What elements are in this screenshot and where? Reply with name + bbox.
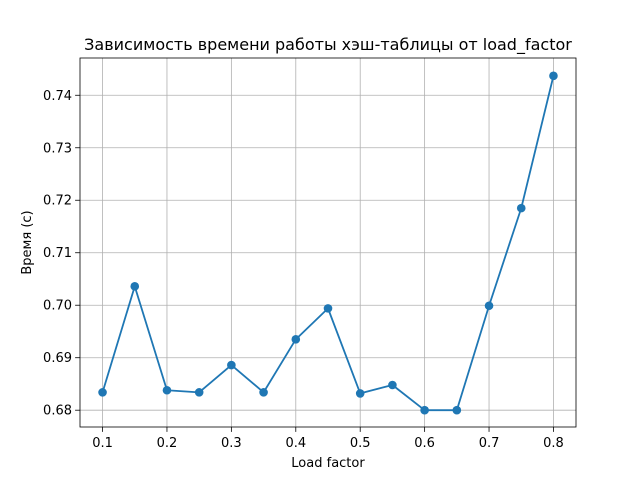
x-axis-label: Load factor (291, 456, 365, 471)
data-point (194, 388, 204, 397)
data-point (516, 203, 526, 213)
chart-title: Зависимость времени работы хэш-таблицы о… (84, 35, 572, 55)
y-axis-label: Время (с) (20, 210, 35, 274)
data-point (98, 388, 107, 397)
data-point (549, 71, 558, 81)
x-tick-label: 0.7 (479, 436, 500, 451)
axis-ticks (75, 94, 554, 432)
y-tick-label: 0.74 (43, 89, 72, 104)
x-tick-label: 0.8 (543, 436, 564, 451)
data-point (484, 301, 494, 311)
y-tick-label: 0.73 (43, 141, 72, 156)
y-tick-label: 0.70 (43, 299, 72, 314)
y-tick-label: 0.71 (43, 246, 72, 261)
grid (80, 58, 576, 427)
data-point (355, 389, 365, 398)
y-tick-label: 0.72 (43, 194, 72, 209)
x-tick-label: 0.1 (92, 436, 113, 451)
data-series (98, 71, 558, 415)
x-tick-label: 0.4 (285, 436, 306, 451)
x-tick-label: 0.6 (414, 436, 435, 451)
axes-frame (79, 57, 577, 428)
data-point (388, 380, 397, 390)
data-point (227, 360, 236, 370)
x-tick-label: 0.3 (221, 436, 242, 451)
data-point (162, 385, 172, 395)
data-point (323, 304, 333, 313)
x-tick-label: 0.5 (350, 436, 371, 451)
data-point (130, 282, 140, 291)
x-tick-label: 0.2 (157, 436, 178, 451)
data-point (291, 335, 301, 344)
data-point (259, 388, 268, 397)
data-point (420, 405, 429, 415)
y-tick-label: 0.68 (43, 404, 72, 419)
tick-labels: 0.1 0.2 0.3 0.4 0.5 0.6 0.7 0.8 0.68 0.69 0.70 0.71… (43, 89, 564, 451)
y-tick-label: 0.69 (43, 351, 72, 366)
data-point (452, 405, 462, 415)
